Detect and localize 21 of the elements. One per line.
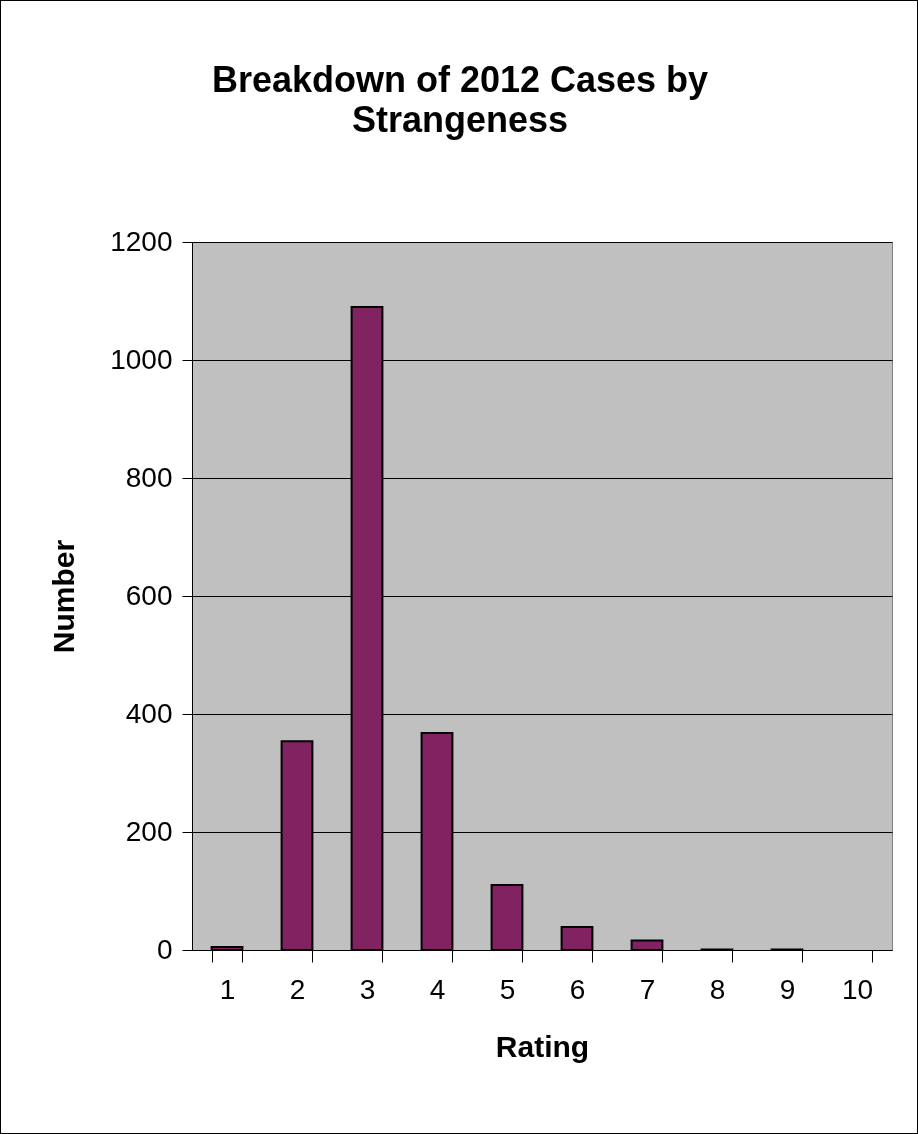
y-tick-label: 1000 bbox=[110, 343, 173, 375]
text: Strangeness bbox=[351, 99, 569, 140]
y-axis-title: Number bbox=[47, 539, 81, 654]
x-tick-label: 4 bbox=[429, 973, 446, 1005]
x-tick-label: 7 bbox=[639, 973, 656, 1005]
x-tick-label: 9 bbox=[779, 973, 796, 1005]
x-tick-label: 2 bbox=[289, 973, 306, 1005]
x-tick-label: 10 bbox=[841, 973, 874, 1005]
x-tick-label: 6 bbox=[569, 973, 586, 1005]
y-tick-label: 200 bbox=[125, 815, 173, 847]
y-tick-label: 400 bbox=[125, 697, 173, 729]
x-tick-label: 1 bbox=[219, 973, 236, 1005]
text: Breakdown of 2012 Cases by bbox=[211, 59, 709, 100]
x-tick-label: 3 bbox=[359, 973, 376, 1005]
x-tick-label: 8 bbox=[709, 973, 726, 1005]
x-axis-title: Rating bbox=[495, 1029, 590, 1063]
y-tick-label: 1200 bbox=[110, 225, 173, 257]
y-tick-label: 600 bbox=[125, 579, 173, 611]
y-tick-label: 0 bbox=[156, 933, 173, 965]
x-tick-label: 5 bbox=[499, 973, 516, 1005]
y-tick-label: 800 bbox=[125, 461, 173, 493]
